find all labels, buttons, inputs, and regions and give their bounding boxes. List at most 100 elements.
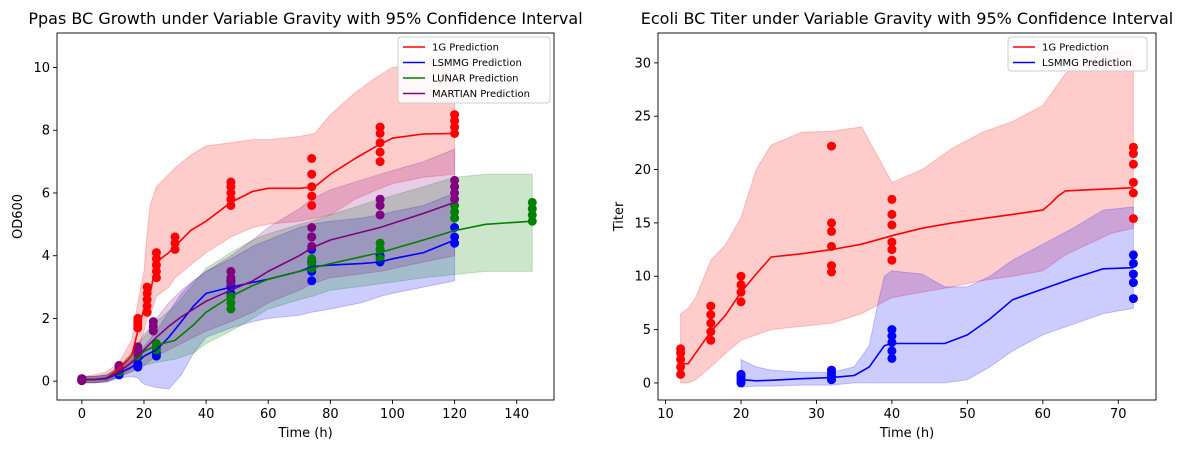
- legend-label-0: 1G Prediction: [432, 43, 499, 54]
- data-point: [307, 169, 317, 179]
- data-point: [375, 238, 385, 248]
- data-point: [736, 297, 746, 307]
- data-point: [736, 280, 746, 290]
- data-point: [887, 209, 897, 219]
- data-point: [1128, 250, 1138, 260]
- x-tick-label: 50: [959, 407, 976, 422]
- data-point: [1128, 258, 1138, 268]
- data-point: [706, 335, 716, 345]
- chart-title: Ecoli BC Titer under Variable Gravity wi…: [641, 9, 1173, 28]
- series-line-3: [81, 201, 455, 381]
- x-axis-label: Time (h): [879, 426, 934, 441]
- data-point: [226, 266, 236, 276]
- x-tick-label: 60: [1035, 407, 1052, 422]
- x-tick-label: 30: [808, 407, 825, 422]
- data-point: [450, 232, 460, 242]
- x-tick-label: 120: [442, 407, 467, 422]
- data-point: [1128, 294, 1138, 304]
- data-point: [307, 223, 317, 232]
- data-point: [887, 325, 897, 335]
- x-tick-label: 100: [380, 407, 405, 422]
- y-tick-label: 5: [643, 323, 651, 338]
- data-point: [133, 342, 143, 352]
- data-point: [170, 232, 180, 242]
- data-point: [375, 122, 385, 132]
- data-point: [375, 194, 385, 204]
- data-point: [307, 276, 317, 286]
- data-point: [527, 210, 537, 220]
- x-tick-label: 80: [322, 407, 339, 422]
- data-point: [450, 175, 460, 185]
- data-point: [133, 359, 143, 369]
- legend-box: [1007, 36, 1148, 72]
- y-tick-label: 10: [33, 61, 50, 76]
- data-point: [706, 310, 716, 320]
- ci-band-2: [81, 173, 533, 384]
- legend-label-1: LSMMG Prediction: [432, 58, 522, 69]
- data-point: [827, 267, 836, 277]
- x-tick-label: 20: [733, 407, 750, 422]
- legend-box: [397, 36, 551, 104]
- data-point: [676, 369, 686, 379]
- y-tick-label: 20: [634, 163, 651, 178]
- x-tick-label: 60: [260, 407, 277, 422]
- data-point: [450, 207, 460, 217]
- series-line-0: [81, 132, 455, 381]
- x-tick-label: 70: [1110, 407, 1127, 422]
- data-point: [148, 317, 158, 327]
- data-point: [170, 238, 180, 248]
- y-tick-label: 8: [42, 124, 50, 139]
- chart-ppas-growth: 0 20 40 60 80 100 120 140 0 2 4 6 8 10 Time (h) OD600 Pp…: [11, 9, 583, 441]
- data-point: [450, 182, 460, 192]
- data-point: [706, 318, 716, 328]
- data-point: [170, 244, 180, 254]
- data-point: [827, 218, 836, 228]
- series-line-1: [740, 266, 1134, 382]
- x-axis-label: Time (h): [277, 426, 332, 441]
- y-axis-label: OD600: [11, 194, 26, 239]
- data-point: [736, 369, 746, 379]
- data-point: [307, 191, 317, 201]
- data-point: [887, 331, 897, 341]
- data-point: [307, 232, 317, 242]
- data-point: [307, 201, 317, 210]
- y-axis-label: Titer: [612, 201, 627, 232]
- data-point: [827, 261, 836, 271]
- y-tick-label: 0: [643, 376, 651, 391]
- data-point: [1128, 269, 1138, 279]
- data-point: [676, 355, 686, 364]
- legend-label-3: MARTIAN Prediction: [432, 89, 530, 100]
- data-point: [450, 213, 460, 223]
- plot-frame: [657, 32, 1157, 401]
- y-tick-label: 4: [42, 249, 50, 264]
- data-point: [887, 194, 897, 204]
- x-tick-label: 0: [78, 407, 86, 422]
- legend-label-0: 1G Prediction: [1042, 43, 1109, 54]
- data-point: [827, 226, 836, 236]
- x-tick-label: 20: [136, 407, 153, 422]
- y-tick-label: 2: [42, 312, 50, 327]
- ci-band-0: [81, 60, 456, 384]
- ci-band-0: [680, 50, 1134, 384]
- data-point: [887, 237, 897, 247]
- data-point: [887, 255, 897, 265]
- data-point: [226, 177, 236, 187]
- data-point: [676, 344, 686, 354]
- data-point: [142, 307, 152, 317]
- data-point: [226, 188, 236, 198]
- data-point: [375, 201, 385, 210]
- data-point: [226, 273, 236, 283]
- data-point: [307, 154, 317, 163]
- data-point: [887, 353, 897, 363]
- data-point: [706, 301, 716, 311]
- data-point: [1128, 188, 1138, 198]
- data-point: [1128, 142, 1138, 152]
- data-point: [226, 298, 236, 308]
- data-point: [450, 188, 460, 198]
- data-point: [1128, 149, 1138, 159]
- data-point: [887, 220, 897, 230]
- data-point: [527, 197, 537, 207]
- data-point: [77, 374, 87, 384]
- data-point: [142, 282, 152, 292]
- data-point: [736, 271, 746, 281]
